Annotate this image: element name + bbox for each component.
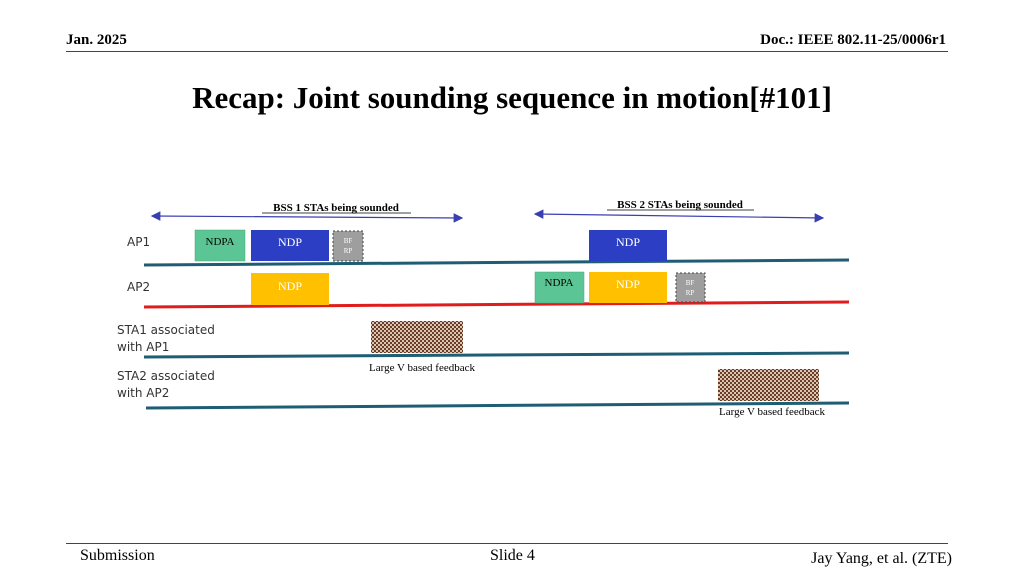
row-label-sta1-line1: STA1 associated xyxy=(117,323,215,337)
sta2-feedback-label: Large V based feedback xyxy=(719,406,825,418)
ap1-bfrp-frame xyxy=(332,230,364,262)
header-doc-id: Doc.: IEEE 802.11-25/0006r1 xyxy=(760,32,946,48)
ap1-ndp-label-2: NDP xyxy=(616,235,640,249)
ap1-ndpa-label: NDPA xyxy=(206,236,235,248)
bss2-label: BSS 2 STAs being sounded xyxy=(617,199,743,211)
sta1-timeline xyxy=(143,351,850,359)
ap2-ndpa-label: NDPA xyxy=(545,277,574,289)
row-label-sta1-line2: with AP1 xyxy=(117,340,169,354)
ap1-bfrp-label-line2: RP xyxy=(344,247,353,255)
ap1-ndpa-frame xyxy=(194,229,246,262)
ap1-timeline xyxy=(143,258,850,267)
row-label-ap2: AP2 xyxy=(127,280,150,294)
row-label-sta2-line1: STA2 associated xyxy=(117,369,215,383)
ap2-ndp-frame-2 xyxy=(589,272,667,303)
sta2-timeline xyxy=(145,401,850,410)
header-rule xyxy=(66,51,948,52)
bss1-label: BSS 1 STAs being sounded xyxy=(273,202,399,214)
ap2-ndp-frame-1 xyxy=(251,273,329,305)
sta2-feedback-frame xyxy=(718,369,819,401)
ap1-ndp-label-1: NDP xyxy=(278,235,302,249)
row-label-sta2-line2: with AP2 xyxy=(117,386,169,400)
footer-slide-number: Slide 4 xyxy=(490,547,535,564)
ap1-ndp-frame-1 xyxy=(251,230,329,261)
row-label-ap1: AP1 xyxy=(127,235,150,249)
bss1-span-arrow xyxy=(150,211,464,223)
footer-rule xyxy=(66,543,948,544)
ap2-bfrp-label-line1: BF xyxy=(686,279,695,287)
footer-submission: Submission xyxy=(80,547,155,564)
ap2-ndpa-frame xyxy=(534,271,585,304)
sta1-feedback-frame xyxy=(371,321,463,353)
header-date: Jan. 2025 xyxy=(66,32,127,48)
ap1-ndp-frame-2 xyxy=(589,230,667,261)
ap2-ndp-label-1: NDP xyxy=(278,279,302,293)
ap2-bfrp-frame xyxy=(675,272,706,303)
ap2-bfrp-label-line2: RP xyxy=(686,289,695,297)
sta1-feedback-label: Large V based feedback xyxy=(369,362,475,374)
slide-title: Recap: Joint sounding sequence in motion… xyxy=(192,80,832,115)
ap2-ndp-label-2: NDP xyxy=(616,277,640,291)
bss2-span-arrow xyxy=(533,209,825,223)
footer-author: Jay Yang, et al. (ZTE) xyxy=(811,550,952,567)
ap1-bfrp-label-line1: BF xyxy=(344,237,353,245)
ap2-timeline xyxy=(143,300,850,309)
